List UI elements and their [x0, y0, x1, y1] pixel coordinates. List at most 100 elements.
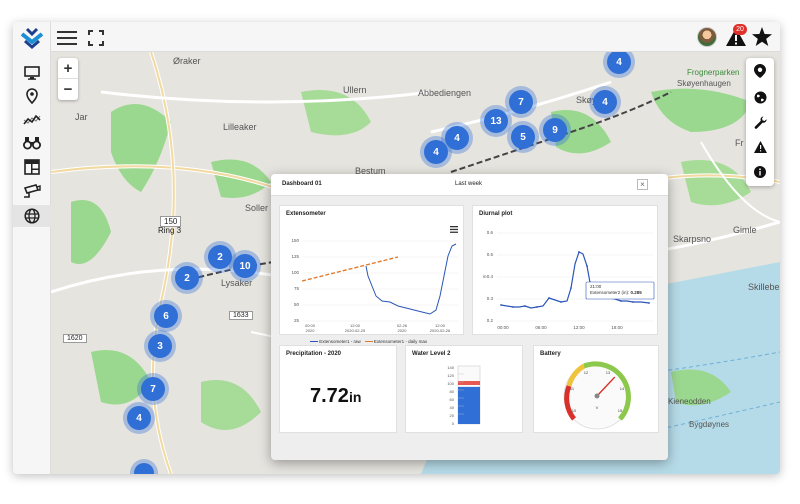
sidebar-item-map[interactable] [13, 205, 51, 227]
map-cluster-marker[interactable]: 10 [233, 254, 257, 278]
diurnal-y-tick: 0.4 [487, 274, 494, 279]
ext-x-tick-date: 2020 [398, 328, 408, 333]
battery-tick: 14 [620, 386, 625, 391]
map-cluster-marker[interactable]: 13 [484, 109, 508, 133]
map-cluster-marker[interactable]: 7 [509, 90, 533, 114]
water-tick: 40 [450, 405, 455, 410]
extensometer-legend: Extensometer1 - raw Extensometer1 - dail… [310, 339, 427, 344]
map-label-1620: 1620 [63, 334, 87, 343]
map-cluster-marker[interactable]: 4 [593, 90, 617, 114]
ext-y-tick: 50 [294, 302, 300, 307]
map-label-gimle: Gimle [733, 225, 757, 235]
ext-x-tick: 12:00 [435, 323, 446, 328]
zoom-control: + − [58, 58, 78, 100]
location-pin-icon [754, 64, 766, 78]
water-level-widget: Water Level 2 140 120 100 80 60 40 20 0 [405, 345, 523, 433]
map-cluster-marker[interactable]: 5 [511, 125, 535, 149]
map-label-frognerparken: Frognerparken [687, 68, 740, 77]
map-label-ring3: Ring 3 [158, 226, 182, 235]
wrench-icon [754, 116, 767, 129]
battery-title: Battery [540, 351, 561, 357]
map-cluster-marker[interactable]: 6 [154, 304, 178, 328]
map-label-bestum: Bestum [355, 166, 386, 176]
map-label-skoyen: Skøyen [576, 95, 607, 105]
battery-tick: 10 [572, 408, 577, 413]
water-tick: 0 [452, 421, 455, 426]
diurnal-y-tick: 0.3 [487, 296, 494, 301]
alerts-icon[interactable] [725, 27, 747, 47]
battery-tick: 11 [570, 386, 575, 391]
precipitation-title: Precipitation - 2020 [286, 351, 342, 357]
left-sidebar [13, 22, 51, 474]
battery-widget: Battery 10 11 12 13 14 15 V [533, 345, 659, 433]
zoom-out-button[interactable]: − [63, 81, 73, 98]
map-cluster-marker[interactable] [134, 463, 154, 474]
map-label-lilleaker: Lilleaker [223, 122, 257, 132]
ext-x-tick-date: 2020-02-25 [345, 328, 366, 333]
star-icon[interactable] [751, 27, 773, 47]
precipitation-widget: Precipitation - 2020 7.72in [279, 345, 397, 433]
diurnal-tooltip: 21:00 Extensometer2 (in): 0.285 [590, 284, 642, 296]
dashboard-close-button[interactable]: × [637, 179, 648, 190]
widget-menu-icon[interactable] [450, 226, 458, 233]
map-cluster-marker[interactable]: 2 [175, 266, 199, 290]
map-cluster-marker[interactable]: 7 [141, 377, 165, 401]
map-globe-button[interactable] [746, 84, 774, 110]
map-label-ullern: Ullern [343, 85, 367, 95]
battery-needle [596, 376, 616, 397]
water-tick: 100 [447, 381, 454, 386]
precipitation-value: 7.72in [310, 385, 362, 407]
water-tick: 20 [450, 413, 455, 418]
binoculars-icon [23, 137, 41, 150]
map-label-1633: 1633 [229, 311, 253, 320]
legend-max: Extensometer1 - daily max [373, 339, 428, 344]
diurnal-y-tick: 0.6 [487, 230, 494, 235]
dashboard-time-range[interactable]: Last week [455, 181, 483, 187]
diurnal-y-unit: in [483, 274, 487, 279]
map-label-ring3-num: 150 [160, 216, 182, 227]
precipitation-unit: in [348, 389, 362, 405]
map-info-button[interactable] [746, 159, 774, 185]
dashboard-header: Dashboard 01 Last week × [271, 174, 668, 196]
diurnal-title: Diurnal plot [479, 211, 513, 217]
map-label-skillebekk: Skillebe [748, 282, 780, 292]
map-cluster-marker[interactable]: 4 [445, 126, 469, 150]
sidebar-item-monitor[interactable] [18, 62, 46, 84]
sidebar-item-dashboards[interactable] [18, 156, 46, 178]
trend-line-icon [23, 114, 41, 125]
map-cluster-marker[interactable]: 2 [208, 245, 232, 269]
info-icon [754, 166, 766, 178]
ext-x-tick-date: 2020 [306, 328, 316, 333]
zoom-in-button[interactable]: + [58, 58, 78, 79]
sidebar-item-cameras[interactable] [18, 180, 46, 202]
map-cluster-marker[interactable]: 4 [127, 406, 151, 430]
user-avatar[interactable] [697, 27, 717, 47]
battery-gauge: 10 11 12 13 14 15 V [563, 361, 631, 430]
camera-icon [23, 184, 41, 198]
map-cluster-marker[interactable]: 3 [148, 334, 172, 358]
monitor-icon [24, 66, 40, 80]
map-warning-button[interactable] [746, 134, 774, 160]
top-bar: 20 [13, 22, 780, 52]
fullscreen-icon[interactable] [88, 30, 104, 46]
tooltip-value: 0.285 [630, 290, 642, 295]
map-cluster-marker[interactable]: 9 [543, 118, 567, 142]
hamburger-menu-icon[interactable] [57, 30, 77, 46]
sidebar-item-inspect[interactable] [18, 132, 46, 154]
layout-icon [24, 159, 40, 175]
sidebar-item-trends[interactable] [18, 109, 46, 131]
map-cluster-marker[interactable]: 4 [607, 50, 631, 74]
sidebar-item-location[interactable] [18, 85, 46, 107]
water-level-title: Water Level 2 [412, 351, 451, 357]
ext-x-tick-date: 2020-02-26 [430, 328, 451, 333]
map-tools-button[interactable] [746, 109, 774, 135]
extensometer-title: Extensometer [286, 211, 326, 217]
map-label-bygdoynes: Bygdøynes [689, 420, 730, 429]
map-cluster-marker[interactable]: 4 [424, 140, 448, 164]
map-pin-button[interactable] [746, 58, 774, 84]
ext-x-tick: 12:00 [350, 323, 361, 328]
legend-raw: Extensometer1 - raw [319, 339, 361, 344]
diurnal-chart: 0.6 0.5 0.4 0.3 0.2 in 00:00 06:00 [483, 230, 655, 330]
dashboard-title: Dashboard 01 [282, 181, 322, 187]
